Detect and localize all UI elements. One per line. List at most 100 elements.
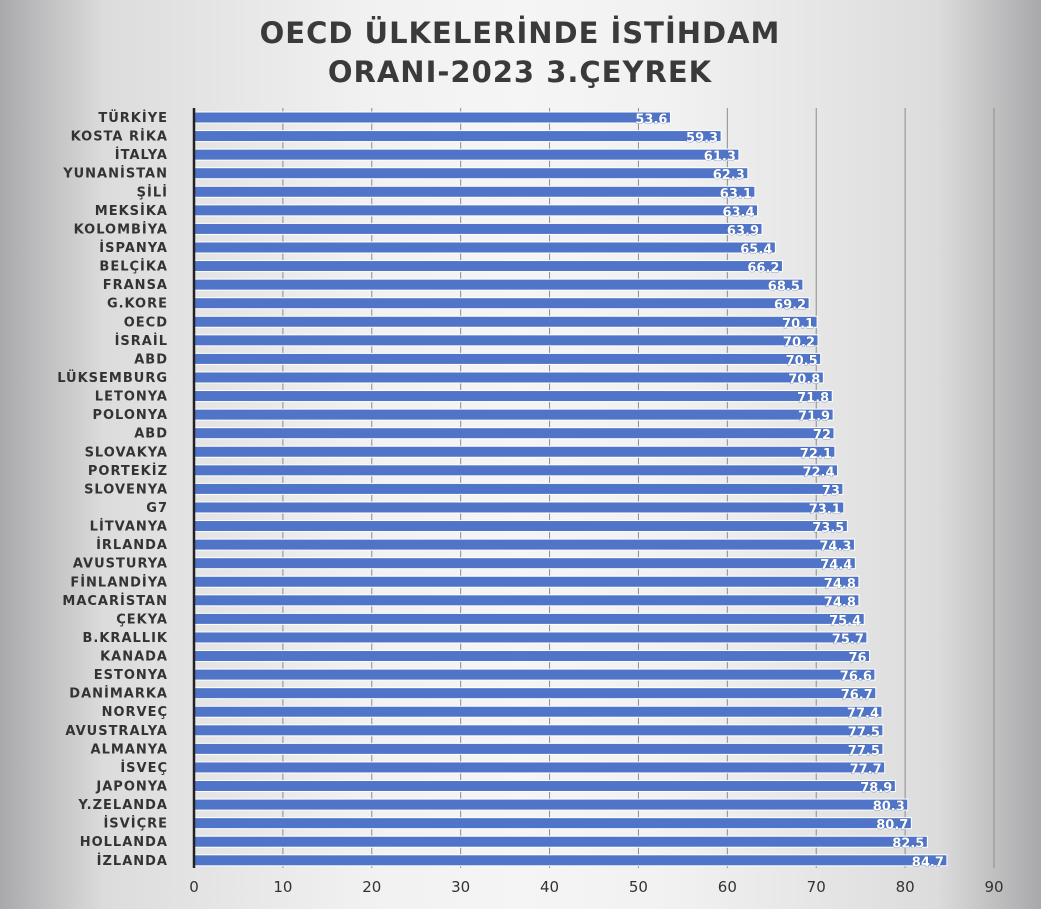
x-tick-label: 50 xyxy=(629,878,648,896)
data-label: 59.3 xyxy=(686,131,718,146)
bar xyxy=(193,390,833,403)
category-label: NORVEÇ xyxy=(102,705,168,720)
category-label: DANİMARKA xyxy=(69,686,168,702)
category-label: YUNANİSTAN xyxy=(62,166,168,182)
data-label: 62.3 xyxy=(713,168,745,183)
category-label: İRLANDA xyxy=(96,537,168,553)
category-label: ABD xyxy=(134,427,168,442)
data-label: 70.2 xyxy=(783,335,815,350)
data-label: 69.2 xyxy=(774,298,806,313)
bar xyxy=(193,835,928,848)
bar xyxy=(193,557,856,570)
x-axis-ticks: 0 10 20 30 40 50 60 70 80 90 xyxy=(189,878,1003,896)
data-label: 61.3 xyxy=(704,150,736,165)
bar xyxy=(193,445,836,458)
data-label: 70.8 xyxy=(788,372,820,387)
bar xyxy=(193,780,896,793)
bar xyxy=(193,241,776,254)
bar xyxy=(193,352,822,365)
data-label: 63.1 xyxy=(720,187,752,202)
data-label: 65.4 xyxy=(740,242,772,257)
bar xyxy=(193,687,877,700)
category-labels: TÜRKİYE KOSTA RİKA İTALYA YUNANİSTAN ŞİLİ MEK… xyxy=(57,110,168,869)
bar xyxy=(193,482,844,495)
data-label: 75.7 xyxy=(832,632,864,647)
category-label: MEKSİKA xyxy=(95,203,168,219)
category-label: JAPONYA xyxy=(95,780,168,795)
category-label: SLOVENYA xyxy=(84,482,168,497)
data-label: 70.1 xyxy=(782,317,814,332)
bar xyxy=(193,130,722,143)
bar xyxy=(193,278,804,291)
category-label: KOLOMBİYA xyxy=(74,221,168,237)
data-label: 82.5 xyxy=(892,837,924,852)
bar xyxy=(193,371,824,384)
bar xyxy=(193,668,876,681)
data-label: 68.5 xyxy=(768,280,800,295)
bar xyxy=(193,705,883,718)
x-tick-label: 0 xyxy=(189,878,199,896)
category-label: MACARİSTAN xyxy=(62,593,168,609)
bar xyxy=(193,222,763,235)
data-label: 74.3 xyxy=(819,540,851,555)
bar xyxy=(193,817,912,830)
data-label: 80.3 xyxy=(873,800,905,815)
category-label: FRANSA xyxy=(103,278,168,293)
bar xyxy=(193,427,835,440)
bar xyxy=(193,575,860,588)
category-label: Y.ZELANDA xyxy=(77,798,168,813)
bar xyxy=(193,538,855,551)
bar xyxy=(193,185,756,198)
x-tick-label: 10 xyxy=(273,878,292,896)
category-label: POLONYA xyxy=(92,408,168,423)
bar xyxy=(193,798,909,811)
category-label: ÇEKYA xyxy=(116,612,168,627)
data-label: 72.1 xyxy=(800,447,832,462)
bar xyxy=(193,650,871,663)
data-label: 80.7 xyxy=(876,818,908,833)
data-label: 74.4 xyxy=(820,558,852,573)
bar xyxy=(193,594,860,607)
data-label: 63.4 xyxy=(722,205,754,220)
category-label: AVUSTURYA xyxy=(73,557,168,572)
bar xyxy=(193,854,948,867)
bar xyxy=(193,297,810,310)
bar xyxy=(193,204,759,217)
category-label: AVUSTRALYA xyxy=(65,724,168,739)
data-label: 73.1 xyxy=(809,502,841,517)
x-tick-label: 70 xyxy=(807,878,826,896)
bar xyxy=(193,520,848,533)
category-label: LÜKSEMBURG xyxy=(57,370,168,386)
data-label: 73 xyxy=(822,484,840,499)
data-label: 74.8 xyxy=(824,577,856,592)
data-label: 71.8 xyxy=(797,391,829,406)
category-label: LİTVANYA xyxy=(90,519,168,535)
data-label: 76.6 xyxy=(840,670,872,685)
category-label: G7 xyxy=(146,501,168,516)
category-label: ABD xyxy=(134,352,168,367)
x-tick-label: 20 xyxy=(362,878,381,896)
data-label: 53.6 xyxy=(635,113,667,128)
data-label: 66.2 xyxy=(747,261,779,276)
category-label: TÜRKİYE xyxy=(98,110,168,126)
bar xyxy=(193,334,819,347)
data-label: 76.7 xyxy=(841,688,873,703)
category-label: FİNLANDİYA xyxy=(70,574,168,590)
x-tick-label: 90 xyxy=(984,878,1003,896)
bar xyxy=(193,724,884,737)
bar xyxy=(193,612,865,625)
category-label: OECD xyxy=(124,315,168,330)
category-label: ALMANYA xyxy=(91,742,168,757)
x-tick-label: 40 xyxy=(540,878,559,896)
category-label: G.KORE xyxy=(107,297,168,312)
data-label: 76 xyxy=(848,651,866,666)
data-label: 75.4 xyxy=(829,614,861,629)
data-label: 74.8 xyxy=(824,595,856,610)
data-label: 72.4 xyxy=(802,465,834,480)
data-label: 72 xyxy=(813,428,831,443)
category-label: KOSTA RİKA xyxy=(71,129,168,145)
category-label: KANADA xyxy=(100,650,168,665)
data-label: 84.7 xyxy=(912,855,944,870)
